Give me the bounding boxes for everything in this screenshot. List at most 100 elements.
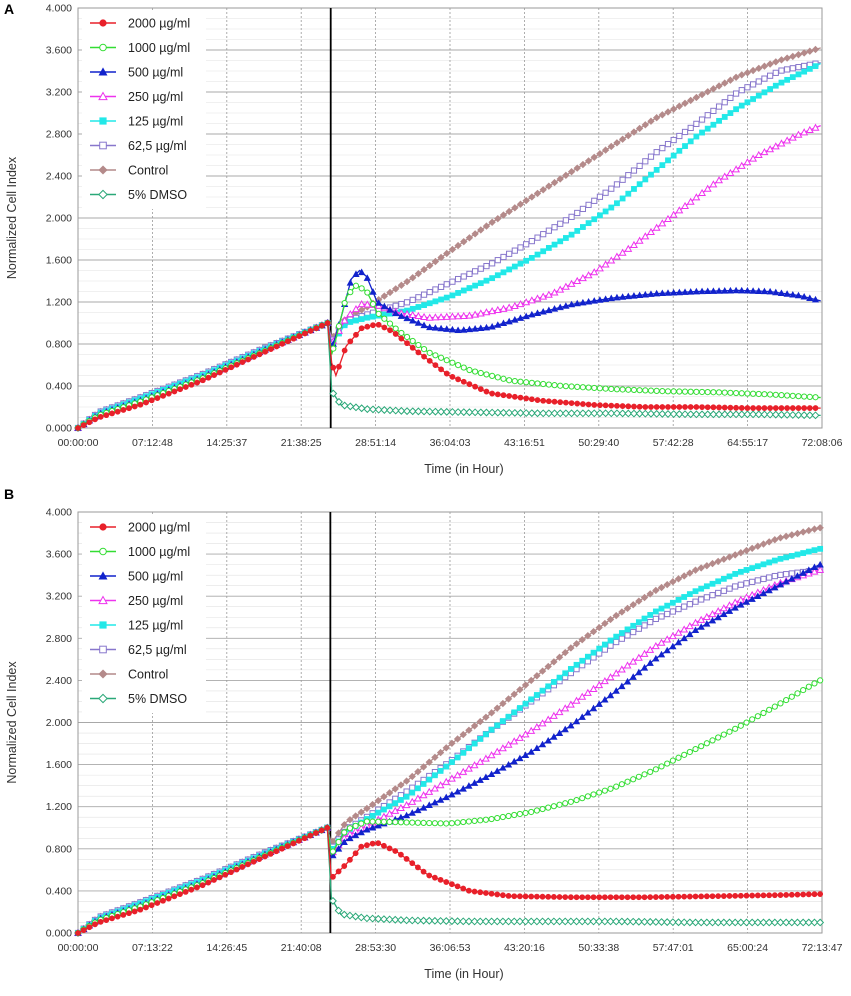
data-point (799, 569, 807, 576)
data-point (788, 531, 796, 539)
data-point (454, 312, 463, 320)
data-point (635, 625, 642, 632)
data-point (555, 729, 564, 736)
data-point (341, 829, 348, 836)
data-point (426, 323, 434, 331)
data-point (556, 303, 564, 311)
data-point (493, 747, 502, 755)
data-point (709, 180, 718, 188)
data-point (449, 278, 456, 285)
data-point (743, 892, 750, 899)
data-point (624, 778, 631, 785)
y-tick-label: 0.000 (46, 423, 72, 435)
data-point (602, 208, 609, 215)
data-point (477, 889, 484, 896)
data-point (590, 649, 597, 656)
data-point (460, 818, 467, 826)
data-point (380, 302, 388, 310)
data-point (572, 640, 581, 648)
data-point (476, 757, 485, 765)
legend-marker (99, 523, 107, 531)
data-point (544, 917, 553, 926)
data-point (340, 401, 349, 410)
data-point (454, 241, 462, 250)
data-point (392, 331, 399, 337)
data-point (539, 893, 546, 900)
data-point (641, 290, 649, 298)
data-point (738, 102, 745, 109)
data-point (687, 96, 695, 105)
data-point (307, 832, 314, 839)
data-point (557, 238, 564, 245)
data-point (692, 598, 699, 605)
data-point (800, 49, 808, 57)
data-point (567, 168, 576, 176)
y-axis-title: Normalized Cell Index (5, 661, 19, 784)
data-point (727, 404, 734, 411)
data-point (709, 737, 716, 744)
data-point (403, 856, 410, 862)
data-point (454, 362, 462, 369)
data-point (664, 602, 671, 609)
data-point (420, 321, 428, 329)
data-point (585, 384, 592, 391)
data-point (437, 768, 444, 774)
data-point (754, 577, 761, 584)
data-point (318, 827, 325, 834)
data-point (290, 840, 297, 847)
data-point (619, 195, 626, 202)
data-point (114, 408, 121, 415)
data-point (755, 405, 762, 411)
data-point (681, 201, 689, 210)
data-point (783, 892, 790, 898)
data-point (97, 413, 104, 420)
data-point (482, 222, 491, 230)
data-point (256, 351, 263, 358)
data-point (413, 794, 422, 802)
data-point (415, 864, 421, 871)
data-point (697, 615, 706, 623)
data-point (772, 58, 780, 66)
y-tick-label: 3.600 (46, 549, 72, 561)
legend-label: 1000 µg/ml (128, 545, 190, 559)
data-point (612, 917, 621, 926)
data-point (583, 917, 592, 926)
data-point (595, 700, 603, 707)
data-point (443, 357, 450, 364)
data-point (550, 305, 559, 312)
data-point (664, 214, 672, 223)
legend-label: 250 µg/ml (128, 594, 183, 608)
data-point (363, 405, 372, 414)
data-point (188, 381, 195, 388)
data-point (715, 287, 723, 294)
data-point (528, 238, 535, 245)
data-point (347, 856, 353, 863)
data-point (612, 409, 621, 418)
series-125-g-ml (75, 545, 824, 936)
data-point (409, 784, 416, 791)
data-point (737, 410, 746, 419)
data-point (432, 874, 438, 881)
data-point (771, 536, 779, 544)
data-point (453, 917, 462, 926)
data-point (584, 297, 593, 305)
data-point (511, 893, 518, 900)
data-point (521, 751, 530, 758)
x-tick-label: 57:47:01 (653, 942, 694, 954)
data-point (403, 277, 411, 286)
data-point (669, 893, 676, 900)
data-point (800, 550, 807, 556)
data-point (131, 403, 138, 410)
data-point (527, 726, 536, 734)
data-point (335, 868, 342, 875)
data-point (442, 744, 450, 752)
data-point (504, 917, 513, 926)
data-point (607, 142, 615, 151)
data-point (436, 781, 445, 789)
data-point (533, 807, 540, 814)
data-point (449, 881, 455, 888)
data-point (806, 47, 814, 55)
series-2000-g-ml (75, 320, 821, 431)
data-point (708, 918, 717, 927)
data-point (550, 409, 559, 418)
